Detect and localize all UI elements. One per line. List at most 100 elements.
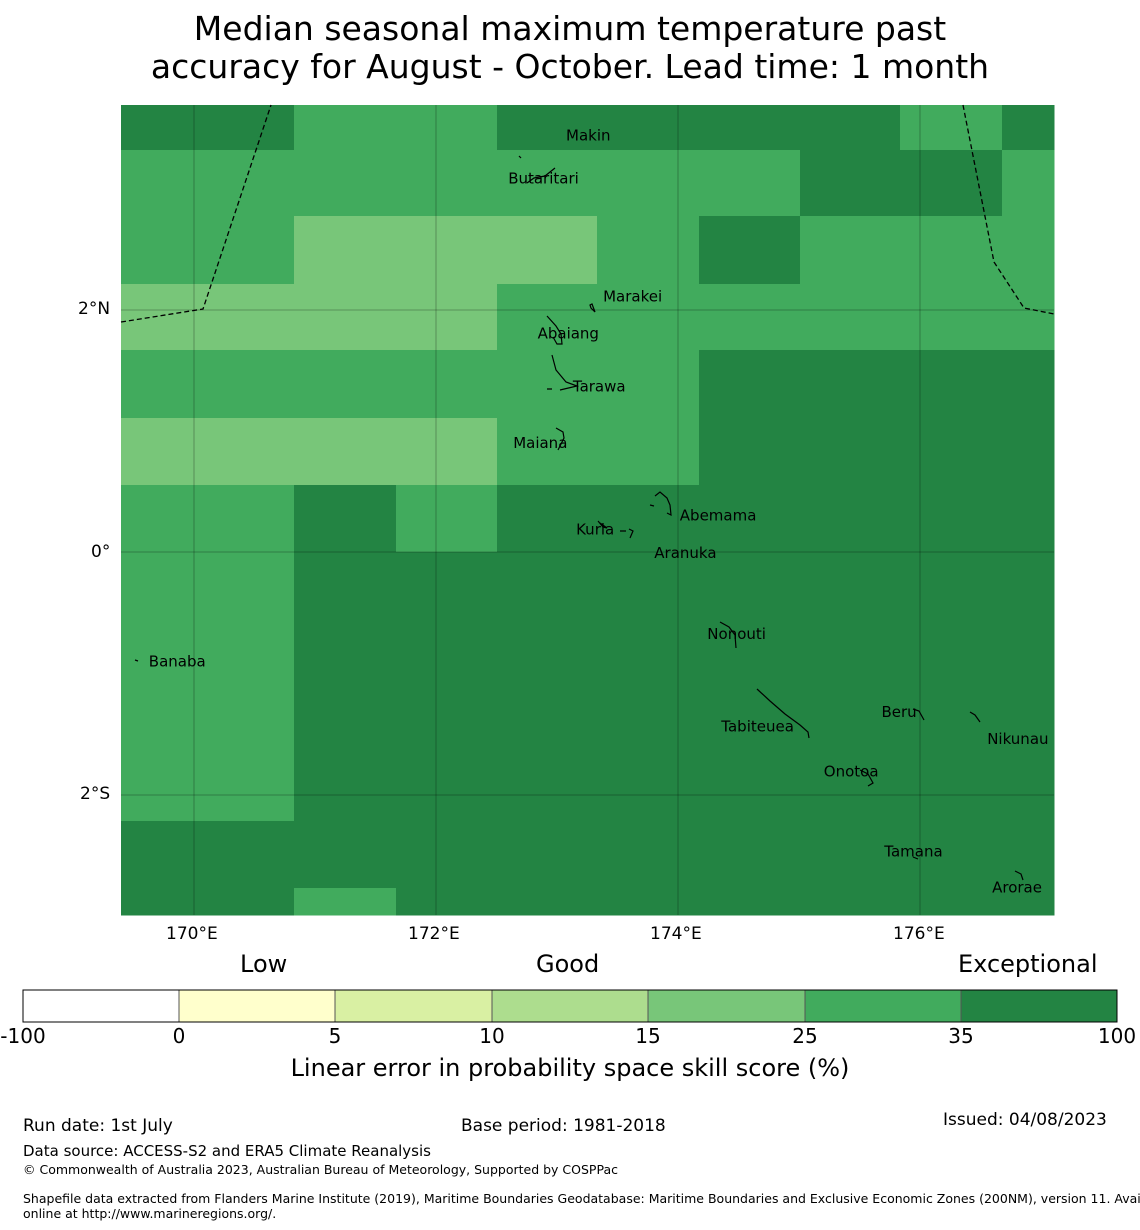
colorbar-category-good: Good bbox=[536, 950, 600, 978]
marakei-outline bbox=[589, 303, 596, 313]
colorbar-tick-100: 100 bbox=[1097, 1024, 1137, 1048]
tarawa-outline bbox=[547, 354, 580, 391]
skill-cell bbox=[800, 888, 901, 916]
skill-cell bbox=[497, 620, 598, 688]
skill-cell bbox=[497, 418, 598, 486]
skill-cell bbox=[1002, 620, 1055, 688]
map-gridlines bbox=[121, 105, 1054, 915]
onotoa-outline bbox=[859, 769, 874, 787]
banaba-outline bbox=[134, 659, 139, 662]
skill-cell bbox=[1002, 552, 1055, 621]
skill-cell bbox=[121, 888, 295, 916]
lon-label-170e: 170°E bbox=[166, 924, 218, 944]
island-label-abemama: Abemama bbox=[680, 506, 757, 524]
colorbar-tick-5: 5 bbox=[328, 1024, 342, 1048]
skill-cell bbox=[396, 150, 498, 217]
tamana-outline bbox=[912, 856, 919, 860]
shapefile-credit-line-2: online at http://www.marineregions.org/. bbox=[23, 1206, 277, 1221]
skill-cell bbox=[1002, 350, 1055, 419]
skill-cell bbox=[1002, 150, 1055, 217]
skill-cell bbox=[121, 216, 295, 285]
skill-cell bbox=[396, 888, 498, 916]
skill-cell bbox=[497, 687, 598, 756]
skill-cell bbox=[800, 418, 901, 486]
kuria-outline bbox=[597, 520, 608, 529]
map-title-line-1: Median seasonal maximum temperature past bbox=[193, 9, 947, 48]
island-label-nonouti: Nonouti bbox=[707, 625, 766, 643]
skill-cell bbox=[597, 755, 700, 822]
skill-cell bbox=[1002, 888, 1055, 916]
skill-cell bbox=[294, 755, 397, 822]
skill-cell bbox=[1002, 821, 1055, 889]
skill-cell bbox=[1002, 105, 1055, 151]
island-label-kuria: Kuria bbox=[576, 521, 614, 539]
colorbar-category-exceptional: Exceptional bbox=[958, 950, 1098, 978]
skill-cell bbox=[597, 485, 700, 553]
island-label-banaba: Banaba bbox=[149, 653, 206, 671]
island-label-butaritari: Butaritari bbox=[508, 170, 579, 188]
skill-cell bbox=[396, 485, 498, 553]
skill-cell bbox=[900, 687, 1003, 756]
skill-cell bbox=[597, 105, 700, 151]
island-label-tamana: Tamana bbox=[883, 843, 942, 861]
skill-cell bbox=[396, 687, 498, 756]
skill-cell bbox=[294, 150, 397, 217]
skill-cell bbox=[900, 888, 1003, 916]
island-label-tabiteuea: Tabiteuea bbox=[720, 718, 794, 736]
base-period: Base period: 1981-2018 bbox=[461, 1116, 666, 1136]
island-coastlines bbox=[134, 155, 1024, 881]
makin-outline bbox=[518, 155, 522, 159]
skill-cell bbox=[294, 105, 397, 151]
map-title-line-2: accuracy for August - October. Lead time… bbox=[150, 47, 990, 86]
skill-cell bbox=[497, 105, 598, 151]
skill-cell bbox=[121, 150, 295, 217]
skill-cell bbox=[699, 216, 801, 285]
skill-cell bbox=[900, 552, 1003, 621]
data-source: Data source: ACCESS-S2 and ERA5 Climate … bbox=[23, 1142, 431, 1160]
skill-cell bbox=[497, 485, 598, 553]
skill-cell bbox=[900, 485, 1003, 553]
skill-cell bbox=[1002, 687, 1055, 756]
skill-cell bbox=[597, 150, 700, 217]
skill-cell bbox=[294, 620, 397, 688]
skill-cell bbox=[396, 620, 498, 688]
lat-label-2n: 2°N bbox=[78, 299, 111, 319]
skill-cell bbox=[597, 418, 700, 486]
skill-cell bbox=[800, 755, 901, 822]
colorbar-tick-10: 10 bbox=[479, 1024, 505, 1048]
skill-cell bbox=[900, 216, 1003, 285]
lon-label-176e: 176°E bbox=[893, 924, 945, 944]
island-label-maiana: Maiana bbox=[513, 434, 567, 452]
island-label-aranuka: Aranuka bbox=[654, 544, 716, 562]
island-label-onotoa: Onotoa bbox=[824, 763, 879, 781]
eez-boundary-west bbox=[120, 104, 272, 323]
colorbar-swatch-4 bbox=[648, 990, 805, 1022]
colorbar-category-low: Low bbox=[240, 950, 288, 978]
island-label-makin: Makin bbox=[566, 127, 611, 145]
skill-cell bbox=[597, 216, 700, 285]
map-title: Median seasonal maximum temperature past… bbox=[0, 10, 1140, 86]
butaritari-outline bbox=[526, 167, 556, 184]
nonouti-outline bbox=[719, 621, 737, 649]
abaiang-outline bbox=[546, 315, 563, 345]
skill-cell bbox=[699, 485, 801, 553]
skill-cell bbox=[900, 284, 1003, 351]
skill-cell bbox=[396, 418, 498, 486]
skill-cell bbox=[597, 552, 700, 621]
issued-date: Issued: 04/08/2023 bbox=[943, 1110, 1107, 1130]
skill-cell bbox=[121, 620, 295, 688]
skill-cell bbox=[800, 620, 901, 688]
skill-cell bbox=[597, 284, 700, 351]
skill-cell bbox=[900, 755, 1003, 822]
skill-cell bbox=[800, 821, 901, 889]
skill-cell bbox=[497, 216, 598, 285]
skill-cell bbox=[800, 150, 901, 217]
skill-cell bbox=[294, 888, 397, 916]
maiana-outline bbox=[555, 427, 565, 451]
lat-label-0: 0° bbox=[91, 542, 111, 562]
skill-cell bbox=[699, 150, 801, 217]
skill-cell bbox=[294, 350, 397, 419]
island-label-arorae: Arorae bbox=[992, 879, 1042, 897]
aranuka-outline bbox=[620, 528, 634, 539]
